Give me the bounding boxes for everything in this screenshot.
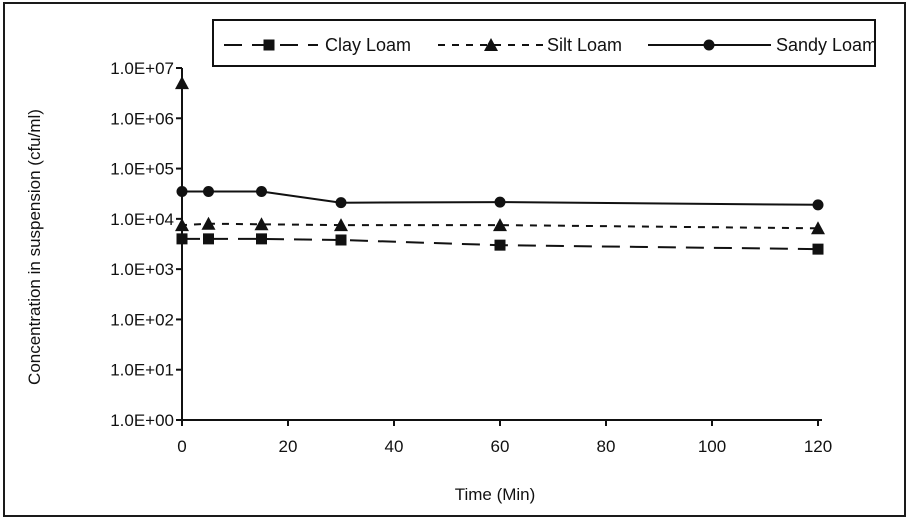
series-clay-loam [176,233,824,255]
data-point-silt-loam [254,217,269,231]
data-point-sandy-loam [812,199,824,211]
y-tick-label: 1.0E+00 [110,411,174,430]
data-point-clay-loam [335,234,347,246]
x-tick-label: 60 [491,437,510,456]
data-point-silt-loam [811,221,825,235]
series-sandy-loam [176,185,824,211]
data-point-silt-loam [201,216,216,230]
data-point-clay-loam [256,233,267,245]
y-tick-label: 1.0E+05 [110,160,174,179]
data-point-clay-loam [203,233,214,245]
data-point-sandy-loam [203,185,214,197]
y-tick-label: 1.0E+07 [110,59,174,78]
x-tick-label: 120 [804,437,832,456]
data-point-silt-loam [493,218,507,232]
data-point-sandy-loam [335,197,347,209]
data-point-clay-loam [812,243,824,255]
y-tick-label: 1.0E+01 [110,361,174,380]
legend-marker-silt-loam [484,38,498,51]
y-tick-label: 1.0E+03 [110,260,174,279]
chart-frame [3,2,906,517]
x-tick-label: 0 [177,437,186,456]
legend-marker-clay-loam [263,39,275,51]
plot-area [175,76,825,255]
y-tick-label: 1.0E+02 [110,310,174,329]
x-tick-label: 20 [279,437,298,456]
x-tick-label: 80 [597,437,616,456]
series-line-clay-loam [182,237,819,251]
data-point-silt-loam [334,218,348,232]
y-axis: 1.0E+00 1.0E+01 1.0E+02 1.0E+03 1.0E+04 1.0E+… [110,59,183,430]
legend-label-silt-loam: Silt Loam [547,35,622,55]
x-axis: 0 20 40 60 80 100 120 [177,419,832,456]
legend-label-sandy-loam: Sandy Loam [776,35,877,55]
data-point-sandy-loam [256,185,267,197]
y-tick-label: 1.0E+04 [110,210,174,229]
legend-label-clay-loam: Clay Loam [325,35,411,55]
y-tick-label: 1.0E+06 [110,109,174,128]
legend-box [212,19,876,67]
x-tick-label: 40 [385,437,404,456]
x-axis-title: Time (Min) [455,485,536,504]
legend: Clay Loam Silt Loam Sandy Loam [212,19,877,67]
x-tick-label: 100 [698,437,726,456]
data-point-clay-loam [494,239,506,251]
series-silt-loam [175,76,825,235]
data-point-sandy-loam [494,196,506,208]
legend-marker-sandy-loam [703,39,715,51]
y-axis-title: Concentration in suspension (cfu/ml) [25,109,44,385]
